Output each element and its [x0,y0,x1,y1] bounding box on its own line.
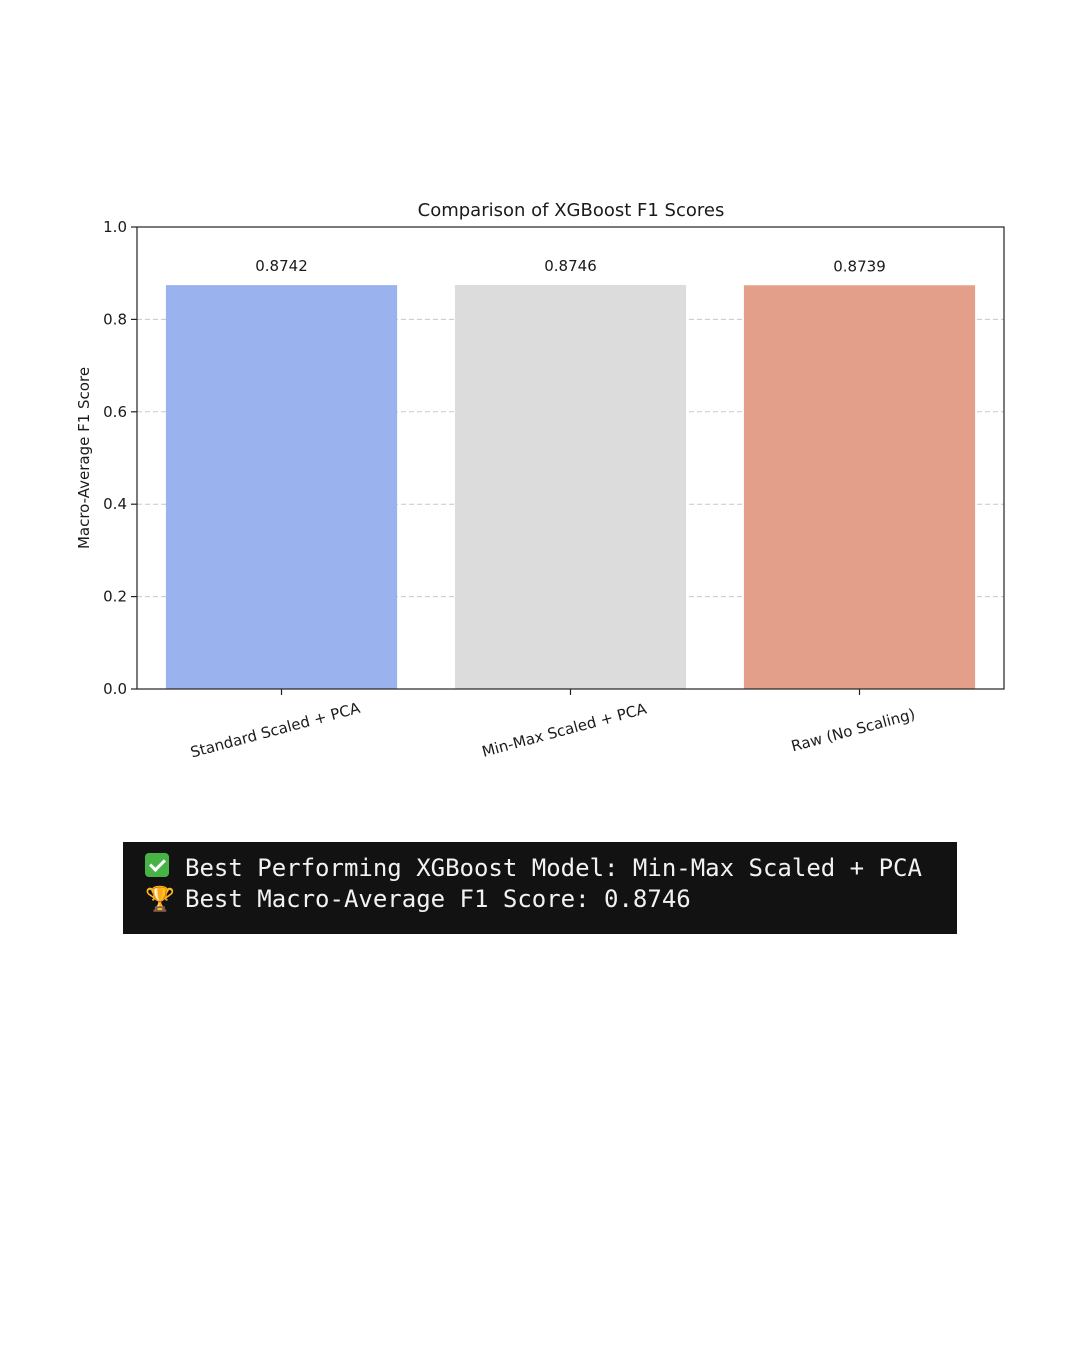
chart-title: Comparison of XGBoost F1 Scores [418,200,725,221]
best-model-line: Best Performing XGBoost Model: Min-Max S… [145,852,957,883]
x-tick-label: Raw (No Scaling) [789,705,917,755]
bar [743,285,976,689]
best-model-text: Best Performing XGBoost Model: Min-Max S… [185,853,922,882]
y-tick-label: 0.0 [103,680,127,698]
y-tick-label: 0.6 [103,403,127,421]
best-score-line: 🏆 Best Macro-Average F1 Score: 0.8746 [145,883,957,914]
y-axis-label: Macro-Average F1 Score [75,367,93,549]
y-tick-label: 0.4 [103,495,127,513]
y-tick-label: 0.2 [103,588,127,606]
bar [165,285,398,689]
bar [454,284,687,689]
best-score-text: Best Macro-Average F1 Score: 0.8746 [185,884,691,913]
x-tick-label: Min-Max Scaled + PCA [480,699,649,760]
bar-chart: 0.8742 0.8746 0.8739 0.0 0.2 0.4 0.6 0.8 1.0 Sta… [75,200,1005,762]
y-tick-label: 1.0 [103,218,127,236]
bar-value-label: 0.8746 [544,257,597,275]
bars: 0.8742 0.8746 0.8739 [165,257,976,689]
bar-value-label: 0.8742 [255,257,308,275]
x-tick-label: Standard Scaled + PCA [188,699,362,762]
check-mark-icon [145,852,185,883]
plot-frame [136,226,1005,690]
trophy-icon: 🏆 [145,884,175,913]
bar-value-label: 0.8739 [833,257,886,275]
y-tick-label: 0.8 [103,310,127,328]
console-output: Best Performing XGBoost Model: Min-Max S… [123,842,957,934]
